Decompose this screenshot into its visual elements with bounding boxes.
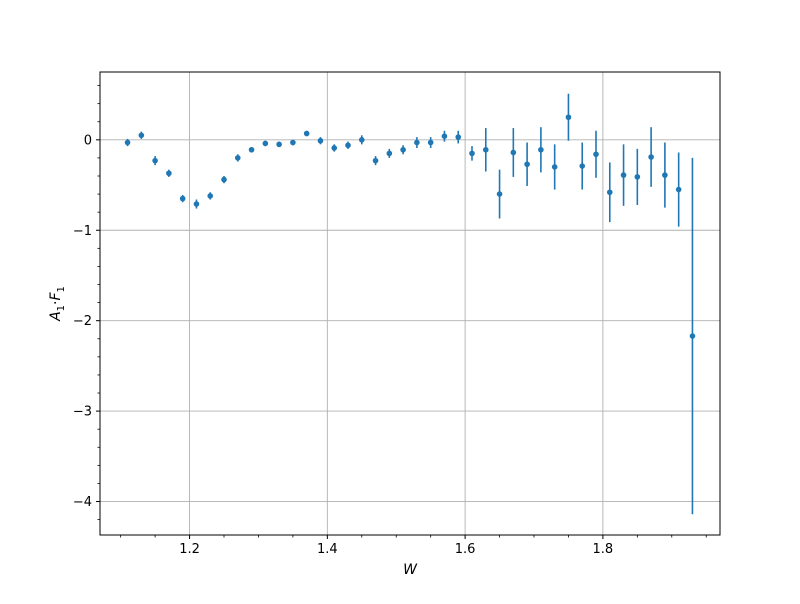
y-label-sub-2: 1 [56, 286, 67, 292]
data-point [290, 139, 296, 146]
data-series [124, 93, 696, 515]
data-point [606, 189, 613, 196]
data-point [193, 201, 200, 207]
data-point [538, 146, 544, 153]
data-point [124, 139, 131, 146]
y-label-dot: · [48, 301, 64, 305]
data-point [372, 157, 379, 164]
data-point [358, 137, 365, 143]
data-point [331, 145, 338, 151]
y-tick-label: −1 [73, 224, 92, 239]
data-point [593, 151, 599, 158]
data-point [400, 146, 406, 153]
data-point [179, 195, 186, 202]
data-point [510, 149, 517, 156]
y-tick-label: 0 [84, 133, 92, 148]
data-point [689, 333, 696, 339]
y-tick-label: −4 [73, 495, 92, 510]
y-label-f: F [48, 292, 64, 301]
data-point [276, 141, 282, 148]
data-point [221, 176, 227, 183]
y-axis-label: A1·F1 [48, 286, 67, 322]
data-point [138, 132, 145, 139]
data-point [524, 161, 530, 168]
data-point [152, 157, 158, 164]
data-point [427, 139, 434, 146]
x-tick-label: 1.8 [593, 542, 614, 557]
x-tick-label: 1.2 [179, 542, 200, 557]
x-tick-label: 1.4 [317, 542, 338, 557]
data-point [248, 146, 255, 153]
data-point [675, 186, 682, 193]
y-tick-label: −2 [73, 314, 92, 329]
data-point [207, 193, 214, 199]
axis-ticks: 1.2 1.4 1.6 1.8 0 −1 −2 −3 −4 [73, 85, 707, 557]
x-axis-label: W [403, 562, 418, 578]
y-label-sub-1: 1 [56, 305, 67, 311]
data-point [469, 150, 475, 157]
data-point [386, 150, 393, 157]
data-point [345, 142, 351, 149]
data-point [551, 164, 558, 170]
data-point [455, 134, 462, 140]
y-tick-label: −3 [73, 405, 92, 420]
data-point [620, 172, 627, 178]
data-point [441, 133, 448, 140]
data-point [648, 154, 654, 160]
data-point [662, 172, 668, 178]
data-point [482, 146, 489, 153]
plot-frame [99, 71, 721, 536]
data-point [565, 114, 572, 121]
data-point [579, 163, 586, 169]
data-point [317, 137, 324, 144]
grid-lines [100, 72, 720, 535]
data-point [234, 155, 241, 161]
data-point [496, 191, 503, 197]
data-point [166, 170, 172, 177]
data-point [262, 140, 269, 147]
x-tick-label: 1.6 [455, 542, 476, 557]
y-label-a: A [48, 311, 64, 322]
data-point [414, 139, 420, 146]
data-point [634, 174, 641, 180]
data-point [303, 130, 310, 137]
